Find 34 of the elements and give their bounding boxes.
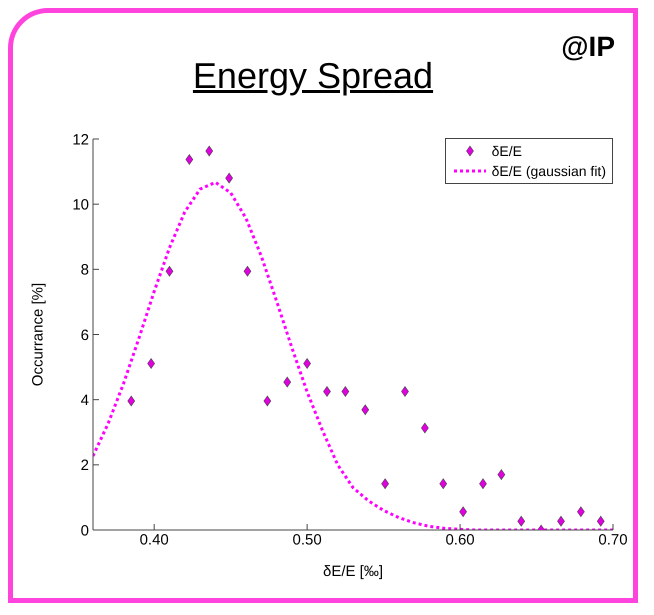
point: [498, 469, 506, 480]
y-tick-label: 8: [80, 262, 89, 279]
y-tick-label: 0: [80, 522, 89, 540]
y-axis-title: Occurrance [%]: [29, 282, 46, 386]
chart-title: Energy Spread: [192, 55, 434, 96]
y-tick-label: 4: [80, 392, 89, 409]
x-tick-label: 0.70: [598, 532, 628, 549]
legend-label: δE/E (gaussian fit): [492, 162, 606, 181]
point: [342, 386, 350, 397]
point: [323, 386, 331, 397]
y-tick-label: 10: [72, 196, 89, 214]
point: [421, 422, 429, 434]
y-tick-label: 2: [80, 457, 89, 474]
point: [361, 404, 370, 416]
point: [303, 358, 311, 369]
point: [127, 396, 136, 406]
y-tick-label: 6: [80, 326, 89, 344]
point: [264, 396, 272, 406]
point: [283, 376, 292, 388]
point: [596, 516, 605, 527]
text: @IP: [561, 31, 615, 63]
y-tick-label: 12: [72, 131, 89, 148]
point: [517, 516, 526, 527]
point: [439, 478, 448, 490]
x-axis-title: δE/E [‰]: [322, 563, 384, 580]
point: [186, 154, 194, 165]
point: [401, 386, 409, 397]
x-tick-label: 0.50: [292, 532, 322, 549]
point: [225, 172, 233, 184]
point: [147, 358, 155, 369]
legend-label: δE/E: [492, 142, 522, 161]
x-tick-label: 0.40: [140, 532, 169, 549]
x-tick-label: 0.60: [445, 532, 475, 549]
point: [205, 146, 214, 156]
